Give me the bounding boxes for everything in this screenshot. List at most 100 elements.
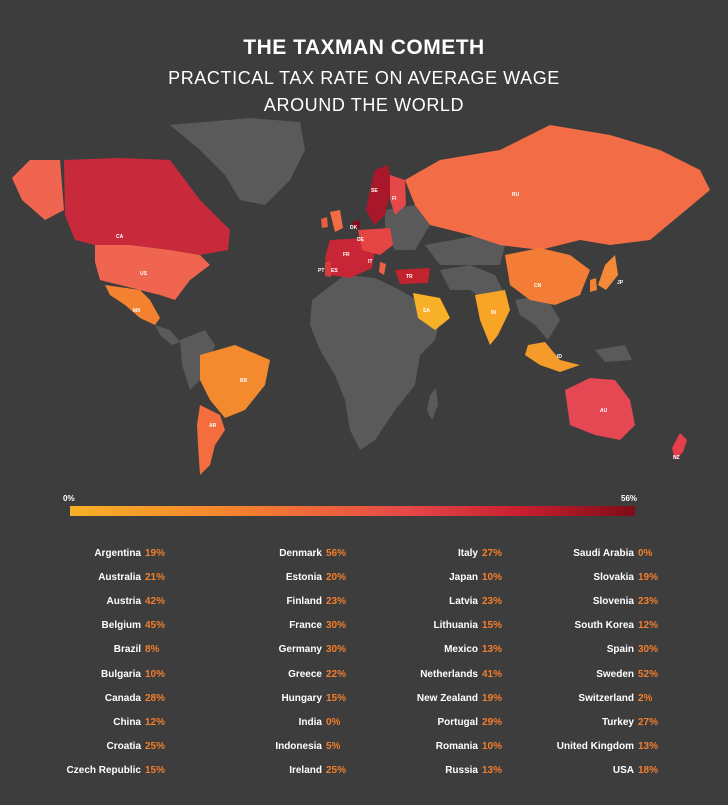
country-row: Mexico 13%: [444, 644, 522, 658]
country-row: Indonesia 5%: [275, 741, 366, 755]
tax-rate-value: 15%: [145, 765, 166, 776]
country-name: United Kingdom: [556, 741, 634, 752]
country-row: Turkey 27%: [602, 717, 678, 731]
tax-rate-value: 20%: [326, 572, 347, 583]
country-name: Indonesia: [275, 741, 322, 752]
tax-rate-value: 25%: [326, 765, 347, 776]
country-row: Spain 30%: [607, 644, 678, 658]
country-name: South Korea: [574, 620, 634, 631]
tax-rate-value: 27%: [638, 717, 659, 728]
tax-rate-value: 19%: [145, 548, 166, 559]
country-name: USA: [612, 765, 634, 776]
map-label: JP: [617, 280, 624, 286]
country-name: Hungary: [281, 693, 322, 704]
country-row: Netherlands 41%: [420, 669, 522, 683]
country-row: Brazil 8%: [114, 644, 185, 658]
country-name: India: [298, 717, 322, 728]
central-europe-shape: [358, 228, 393, 255]
map-label: RU: [512, 192, 520, 198]
tax-rate-value: 15%: [326, 693, 347, 704]
central-asia-shape: [425, 235, 505, 265]
country-row: Croatia 25%: [107, 741, 185, 755]
tax-rate-value: 27%: [482, 548, 503, 559]
map-label: FI: [392, 196, 397, 202]
ireland-shape: [321, 217, 328, 228]
africa-shape: [310, 275, 440, 450]
map-label: DK: [350, 225, 358, 231]
country-name: Canada: [104, 693, 141, 704]
country-name: Estonia: [285, 572, 322, 583]
country-row: New Zealand 19%: [417, 693, 522, 707]
south-america-north-shape: [180, 330, 215, 390]
map-label: IT: [368, 259, 372, 265]
country-row: Greece 22%: [288, 669, 366, 683]
country-name: Latvia: [449, 596, 478, 607]
map-label: SA: [423, 308, 430, 314]
tax-rate-value: 18%: [638, 765, 659, 776]
country-name: New Zealand: [416, 693, 478, 704]
country-name: Ireland: [289, 765, 322, 776]
country-row: Slovakia 19%: [593, 572, 678, 586]
country-row: France 30%: [289, 620, 366, 634]
map-label: AU: [600, 408, 608, 414]
tax-rate-value: 10%: [145, 669, 166, 680]
scale-max-label: 56%: [621, 494, 638, 503]
country-row: United Kingdom 13%: [557, 741, 678, 755]
country-name: Slovakia: [593, 572, 634, 583]
country-name: Argentina: [94, 548, 141, 559]
madagascar-shape: [427, 388, 438, 420]
country-row: Belgium 45%: [102, 620, 185, 634]
tax-rate-value: 52%: [638, 669, 659, 680]
tax-rate-value: 30%: [638, 644, 659, 655]
map-label: SE: [371, 188, 378, 194]
country-name: Turkey: [601, 717, 634, 728]
tax-rate-value: 0%: [326, 717, 341, 728]
country-name: Czech Republic: [66, 765, 141, 776]
subtitle-line-2: AROUND THE WORLD: [263, 95, 465, 115]
tax-rate-value: 41%: [482, 669, 503, 680]
sweden-shape: [366, 165, 392, 225]
portugal-shape: [325, 262, 331, 277]
country-row: Italy 27%: [458, 548, 522, 562]
indonesia-shape: [525, 342, 580, 372]
country-name: Germany: [278, 644, 322, 655]
country-row: Latvia 23%: [449, 596, 522, 610]
country-row: Hungary 15%: [281, 693, 366, 707]
country-name: Russia: [445, 765, 478, 776]
russia-shape: [405, 125, 710, 250]
map-label: AR: [209, 423, 217, 429]
tax-rate-value: 10%: [482, 741, 503, 752]
tax-rate-value: 25%: [145, 741, 166, 752]
country-row: Portugal 29%: [437, 717, 522, 731]
map-label: ID: [557, 354, 562, 360]
tax-rate-value: 30%: [326, 644, 347, 655]
country-name: Netherlands: [420, 669, 478, 680]
country-name: Portugal: [437, 717, 478, 728]
country-row: Switzerland 2%: [578, 693, 678, 707]
map-label: PT: [318, 268, 324, 274]
country-row: Sweden 52%: [596, 669, 678, 683]
country-name: Switzerland: [578, 693, 634, 704]
papua-shape: [595, 345, 632, 362]
tax-rate-value: 45%: [145, 620, 166, 631]
tax-rate-value: 19%: [482, 693, 503, 704]
india-shape: [475, 290, 510, 345]
tax-rate-value: 42%: [145, 596, 166, 607]
country-name: Belgium: [101, 620, 141, 631]
country-row: Ireland 25%: [289, 765, 366, 779]
country-name: Italy: [457, 548, 478, 559]
saudi-arabia-shape: [413, 293, 450, 330]
canada-shape: [64, 158, 230, 255]
country-row: Japan 10%: [449, 572, 522, 586]
country-row: Saudi Arabia 0%: [573, 548, 678, 562]
country-name: Bulgaria: [100, 669, 141, 680]
tax-rate-value: 19%: [638, 572, 659, 583]
mexico-shape: [105, 285, 160, 325]
country-row: Germany 30%: [279, 644, 366, 658]
tax-rate-value: 0%: [638, 548, 653, 559]
page-title: THE TAXMAN COMETH: [243, 36, 485, 59]
color-scale-bar: [70, 506, 635, 516]
country-row: Australia 21%: [98, 572, 185, 586]
tax-rate-value: 8%: [145, 644, 160, 655]
